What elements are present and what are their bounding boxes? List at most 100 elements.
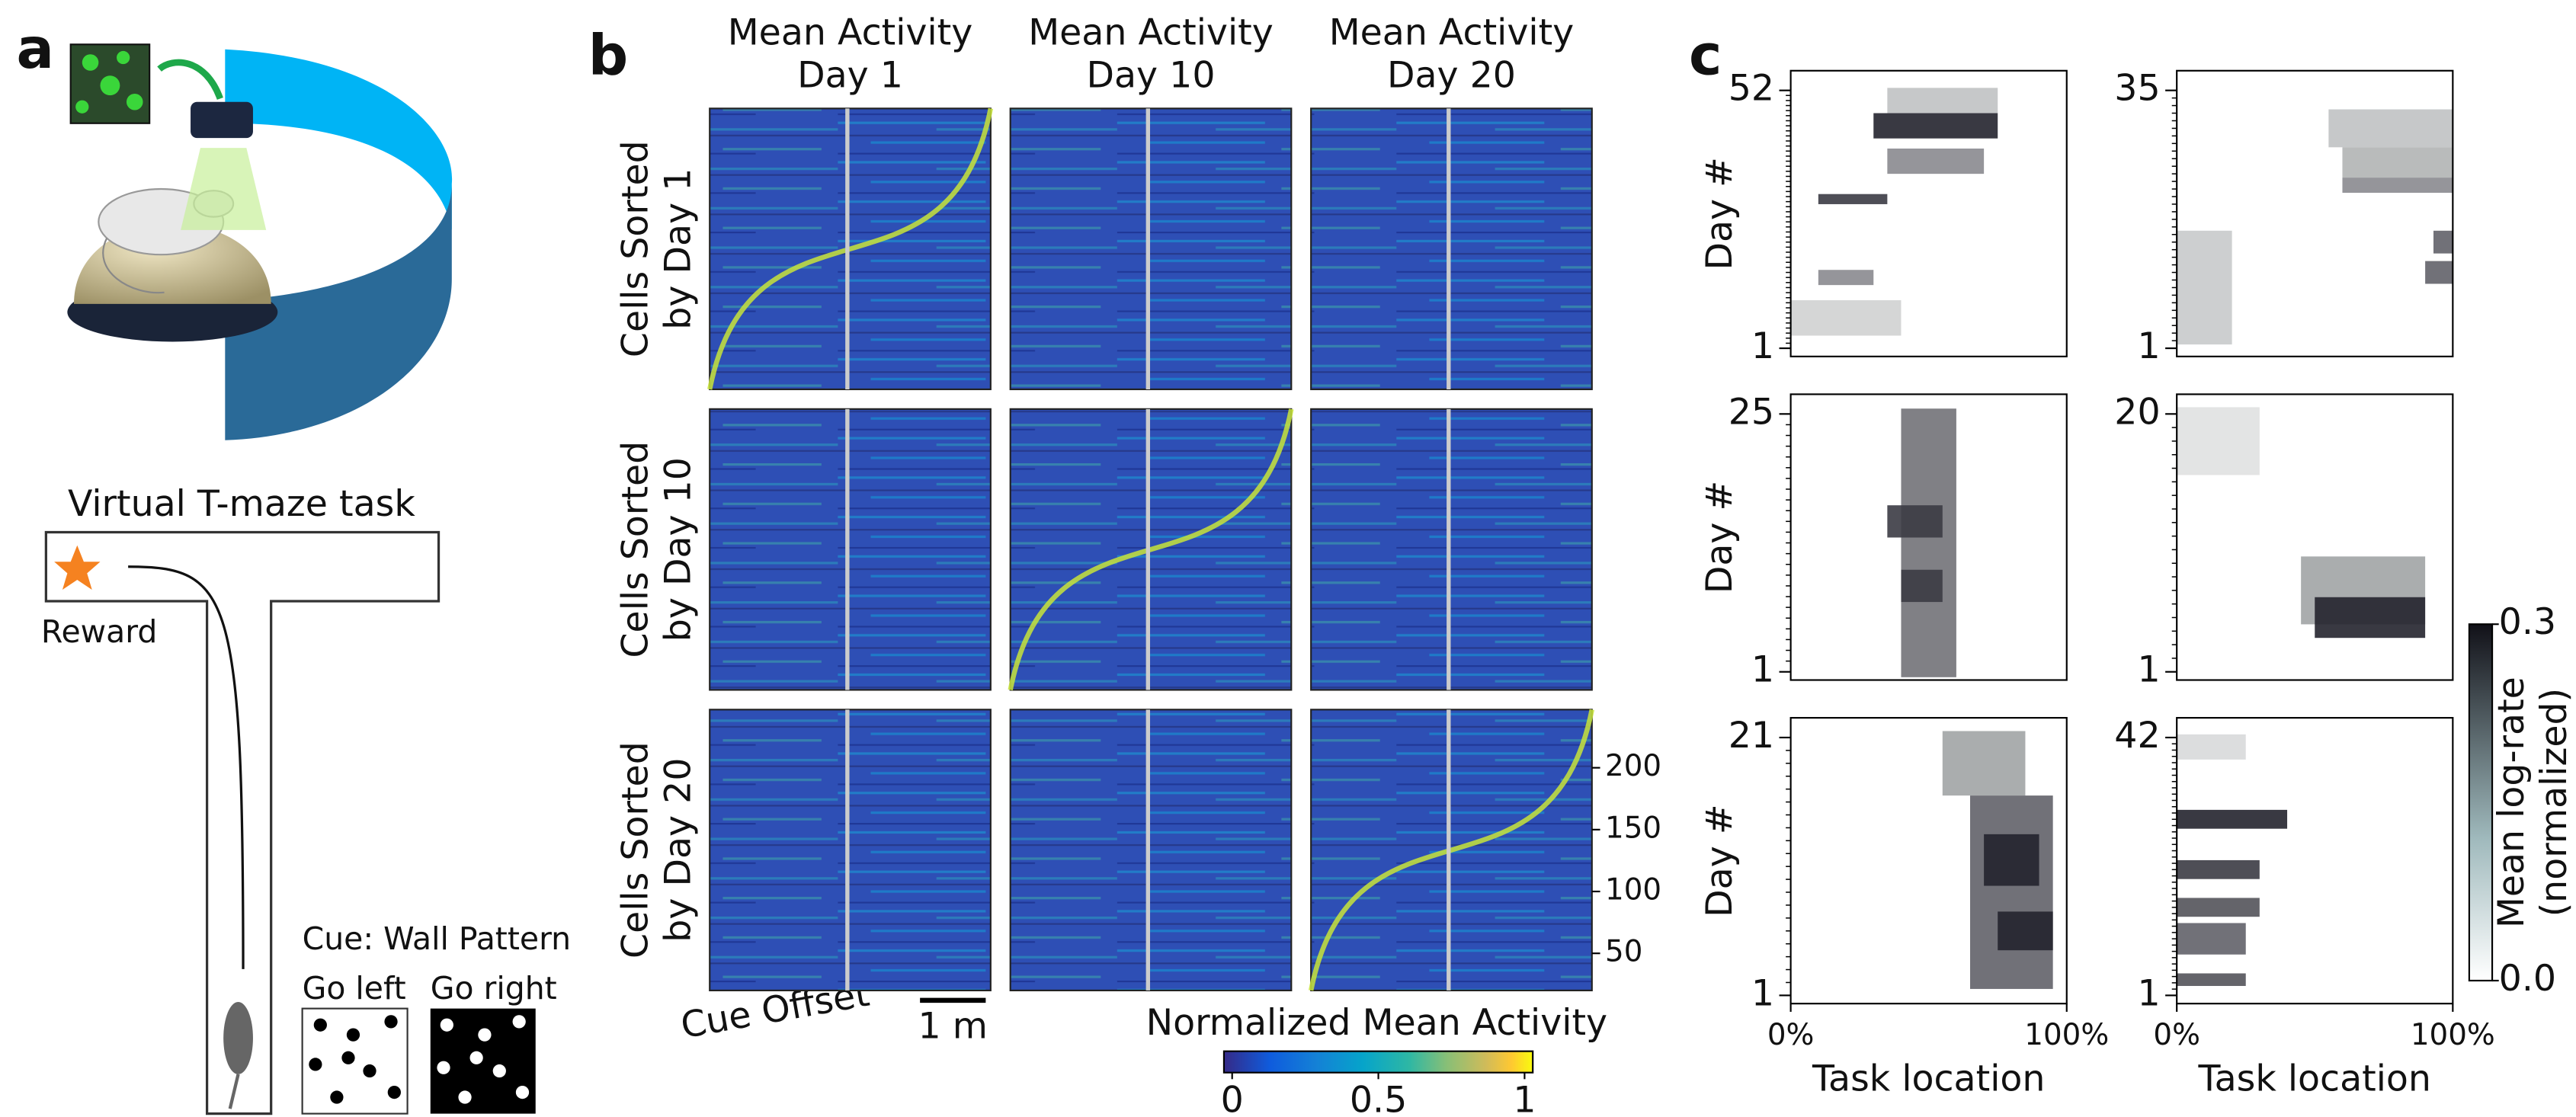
axes-frame (1789, 717, 2068, 1005)
colorbar-tick-label: 0.3 (2499, 601, 2556, 643)
activity-band (1998, 911, 2053, 951)
axes-frame (2176, 393, 2454, 681)
activity-band (1887, 148, 1985, 174)
activity-band (1873, 113, 1998, 139)
activity-band (2177, 230, 2232, 345)
y-tick-label: 50 (1605, 935, 1642, 969)
activity-band (2328, 109, 2453, 148)
scale-bar-label: 1 m (918, 1006, 988, 1048)
column-title: Day 20 (1387, 54, 1516, 96)
sorted-diagonal (1008, 408, 1294, 691)
axes-frame (2176, 717, 2454, 1005)
y-tick-label: 200 (1605, 749, 1661, 783)
colorbar (2468, 623, 2494, 982)
heatmap (1009, 709, 1293, 992)
column-title: Mean Activity (728, 11, 973, 53)
x-tick-label: 100% (2024, 1018, 2109, 1052)
row-title: by Day 10 (657, 457, 699, 642)
activity-band (1790, 300, 1902, 336)
task-title: Virtual T-maze task (68, 483, 415, 525)
y-tick-label: 150 (1605, 811, 1661, 845)
cue-label: Cue: Wall Pattern (303, 920, 572, 957)
activity-band (1818, 194, 1888, 204)
activity-band (1887, 505, 1943, 538)
go-right-label: Go right (431, 970, 557, 1007)
panel-label: a (17, 17, 54, 82)
panel-a-art (44, 43, 536, 1115)
axes-frame (2176, 69, 2454, 357)
activity-band (2342, 178, 2453, 194)
y-axis-label: Day # (1699, 804, 1741, 917)
y-tick-label: 21 (1729, 715, 1774, 757)
panel-label: c (1689, 24, 1722, 88)
activity-band (2177, 407, 2260, 475)
colorbar-label: Mean log-rate (2491, 677, 2533, 928)
y-tick-label: 25 (1729, 391, 1774, 433)
activity-band (2177, 734, 2246, 760)
y-tick-label: 1 (1751, 325, 1774, 367)
activity-band (1887, 88, 1998, 114)
x-axis-label: Task location (2198, 1058, 2431, 1099)
activity-band (1901, 408, 1956, 677)
activity-band (1901, 569, 1943, 603)
column-title: Day 1 (797, 54, 903, 96)
activity-band (2177, 859, 2260, 879)
activity-band (1818, 270, 1874, 286)
activity-band (2315, 597, 2426, 639)
activity-band (1970, 795, 2053, 989)
activity-band (2177, 809, 2288, 829)
activity-band (2177, 898, 2260, 917)
y-tick-label: 1 (1751, 972, 1774, 1014)
y-tick-label: 42 (2114, 715, 2160, 757)
column-title: Mean Activity (1028, 11, 1274, 53)
colorbar-tick-label: 0.5 (1350, 1080, 1407, 1117)
colorbar-tick-label: 0.0 (2499, 958, 2556, 1000)
axes-frame (1789, 393, 2068, 681)
row-title: Cells Sorted (614, 441, 656, 658)
colorbar-label: Normalized Mean Activity (1146, 1002, 1607, 1044)
y-axis-label: Day # (1699, 481, 1741, 594)
x-tick-label: 100% (2411, 1018, 2495, 1052)
activity-band (1984, 834, 2039, 886)
heatmap (1310, 107, 1593, 391)
y-tick-label: 1 (1751, 649, 1774, 691)
axes-frame (1789, 69, 2068, 357)
colorbar (1222, 1050, 1534, 1074)
y-tick-label: 20 (2114, 391, 2160, 433)
y-tick-label: 1 (2137, 325, 2160, 367)
heatmap (1310, 408, 1593, 691)
row-title: by Day 1 (657, 168, 699, 330)
reward-label: Reward (41, 613, 157, 650)
colorbar-tick-label: 0 (1221, 1080, 1244, 1117)
y-tick-label: 1 (2137, 649, 2160, 691)
activity-band (2177, 923, 2246, 955)
activity-band (2342, 147, 2453, 178)
y-tick-label: 35 (2114, 68, 2160, 110)
column-title: Mean Activity (1329, 11, 1575, 53)
colorbar-label: (normalized) (2533, 688, 2575, 917)
sorted-diagonal (707, 107, 994, 390)
activity-band (2177, 973, 2246, 987)
heatmap (1009, 107, 1293, 391)
sorted-diagonal (1309, 709, 1594, 991)
y-axis-label: Day # (1699, 157, 1741, 270)
heatmap (709, 709, 992, 992)
heatmap (709, 408, 992, 691)
row-title: Cells Sorted (614, 140, 656, 357)
x-tick-label: 0% (1767, 1018, 1815, 1052)
colorbar-tick-label: 1 (1513, 1080, 1536, 1117)
activity-band (1942, 731, 2026, 796)
row-title: Cells Sorted (614, 741, 656, 959)
row-title: by Day 20 (657, 758, 699, 943)
y-tick-label: 52 (1729, 68, 1774, 110)
column-title: Day 10 (1086, 54, 1215, 96)
activity-band (2425, 261, 2453, 284)
y-tick-label: 1 (2137, 972, 2160, 1014)
activity-band (2433, 230, 2453, 254)
go-left-label: Go left (303, 970, 406, 1007)
x-tick-label: 0% (2153, 1018, 2200, 1052)
x-axis-label: Task location (1812, 1058, 2045, 1099)
y-tick-label: 100 (1605, 873, 1661, 907)
panel-label: b (588, 24, 628, 88)
